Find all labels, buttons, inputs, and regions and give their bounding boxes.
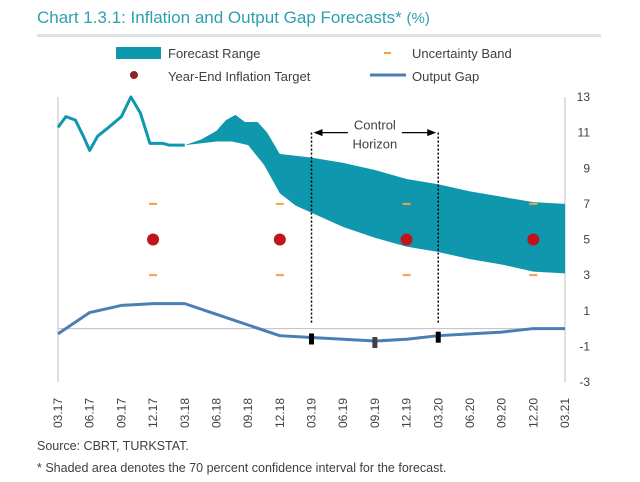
control-horizon-arrow-right [427,129,437,137]
inflation-history-line [56,95,185,152]
target-point-12.19 [400,233,413,246]
forecast-range-area [184,114,565,274]
target-point-12.17 [147,233,160,246]
x-tick-label: 06.17 [83,398,97,428]
x-tick-label: 09.18 [241,398,255,428]
y-tick-label: 9 [583,161,590,175]
y-tick-label: 7 [583,197,590,211]
x-tick-label: 03.18 [178,398,192,428]
legend-label-forecast-range: Forecast Range [168,46,261,61]
chart-title-text: Chart 1.3.1: Inflation and Output Gap Fo… [37,8,402,27]
markers-layer [147,202,540,349]
title-divider [37,34,601,37]
control-horizon-label-line1: Control [354,118,396,133]
target-point-12.20 [527,233,540,246]
y-tick-label: 13 [577,90,591,104]
legend-swatch-year-end-target [130,71,138,79]
x-tick-label: 03.19 [305,398,319,428]
legend-swatch-forecast-range [116,47,161,59]
x-tick-label: 03.17 [51,398,65,428]
x-tick-label: 09.20 [495,398,509,428]
y-tick-label: 5 [583,233,590,247]
x-tick-label: 09.19 [368,398,382,428]
x-tick-label: 12.20 [526,398,540,428]
output-gap-marker-03.19 [309,333,314,345]
control-horizon-arrow-left [313,129,323,137]
legend-label-output-gap: Output Gap [412,69,479,84]
x-tick-label: 12.18 [273,398,287,428]
x-tick-label: 06.18 [209,398,223,428]
legend-label-year-end-target: Year-End Inflation Target [168,69,311,84]
x-tick-label: 12.19 [400,398,414,428]
y-tick-label: 1 [583,304,590,318]
control-horizon-label-line2: Horizon [352,137,397,152]
control-horizon-layer: Control Horizon [310,115,439,325]
footnote: * Shaded area denotes the 70 percent con… [37,461,447,475]
x-tick-label: 12.17 [146,398,160,428]
y-tick-label: 3 [583,268,590,282]
legend-swatch-uncertainty-band [384,52,391,54]
output-gap-marker-03.20 [435,331,441,343]
y-tick-label: -3 [579,375,590,389]
x-tick-label: 09.17 [114,398,128,428]
y-tick-label: -1 [579,339,590,353]
y-tick-label: 11 [578,126,591,140]
control-horizon-label-bg [347,115,402,154]
chart-title-unit: (%) [406,10,430,27]
source-note: Source: CBRT, TURKSTAT. [37,439,189,453]
legend-label-uncertainty-band: Uncertainty Band [412,46,512,61]
x-tick-label: 03.21 [558,398,572,428]
inflation-output-gap-chart: Forecast Range Uncertainty Band Year-End… [51,46,590,428]
x-tick-label: 03.20 [431,398,445,428]
forecast-range-layer [184,114,565,274]
legend: Forecast Range Uncertainty Band Year-End… [116,46,512,84]
output-gap-marker-09.19 [372,337,378,349]
x-tick-label: 06.20 [463,398,477,428]
chart-title: Chart 1.3.1: Inflation and Output Gap Fo… [37,8,430,28]
x-tick-label: 06.19 [336,398,350,428]
target-point-12.18 [273,233,286,246]
tick-label-layer: 13 11 9 7 5 3 1 -1 -3 03.17 06.17 09.17 12.17 03.18 06… [51,90,590,428]
